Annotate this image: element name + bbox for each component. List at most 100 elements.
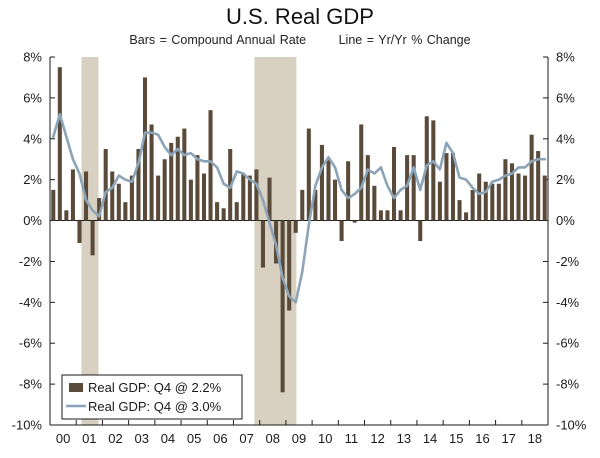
x-tick-label: 03 [135,431,149,446]
recession-band-1 [81,57,99,425]
bar [182,128,187,221]
x-tick-label: 11 [345,431,359,446]
x-tick-label: 17 [501,431,515,446]
y-tick-label-left: 0% [23,213,42,228]
subtitle-line: Line = Yr/Yr % Change [338,33,471,47]
bar [51,189,56,221]
yoy-change-line [51,112,547,304]
bar [503,159,508,221]
bar [333,179,338,221]
x-tick-label: 16 [475,431,489,446]
y-tick-label-right: -2% [556,254,580,269]
bar-series [51,67,547,393]
x-tick-label: 04 [161,431,175,446]
chart-title: U.S. Real GDP [226,4,374,29]
y-tick-label-right: 4% [556,131,575,146]
bar [208,110,213,221]
bar [411,155,416,221]
bar [97,198,102,221]
x-tick-label: 08 [266,431,280,446]
y-tick-label-left: -6% [19,336,43,351]
bar [542,175,547,221]
x-tick-label: 05 [187,431,201,446]
y-tick-label-right: 6% [556,90,575,105]
bar [444,153,449,221]
bar [509,163,514,221]
bar [188,179,193,221]
bar [359,124,364,221]
bar [470,189,475,221]
legend-bar-label: Real GDP: Q4 @ 2.2% [88,380,222,395]
legend-line-label: Real GDP: Q4 @ 3.0% [88,399,222,414]
bar [156,175,161,221]
bar [260,220,265,268]
bar [378,210,383,221]
x-tick-label: 02 [108,431,122,446]
bar [169,142,174,221]
bar [457,200,462,221]
chart-subtitle: Bars = Compound Annual Rate Line = Yr/Yr… [0,33,600,47]
legend: Real GDP: Q4 @ 2.2% Real GDP: Q4 @ 3.0% [61,374,243,420]
bar [129,175,134,221]
x-tick-label: 06 [213,431,227,446]
bar [64,210,69,221]
y-tick-label-right: -8% [556,377,580,392]
bar [254,169,259,221]
y-tick-label-left: -2% [19,254,43,269]
axes [49,56,549,426]
bar [483,181,488,221]
bar [175,136,180,221]
x-tick-label: 14 [423,431,437,446]
bar [516,173,521,221]
x-tick-label: 07 [239,431,253,446]
x-tick-label: 09 [292,431,306,446]
x-tick-label: 00 [56,431,70,446]
bar [57,67,62,221]
y-tick-label-left: -10% [12,418,43,433]
bar [215,202,220,221]
bar [536,151,541,221]
subtitle-bars: Bars = Compound Annual Rate [129,33,307,47]
bar [195,155,200,221]
bar [496,183,501,221]
bar [201,173,207,221]
x-tick-label: 01 [82,431,96,446]
bar [385,210,390,221]
bar [267,177,272,221]
bar [70,169,75,221]
bar [162,159,167,221]
bar [431,120,436,221]
bar [142,77,148,221]
bar [149,124,154,221]
y-tick-label-left: 8% [23,50,42,65]
y-tick-label-right: -6% [556,336,580,351]
bar [300,189,305,221]
bar [437,181,442,221]
bar [450,153,456,221]
bar [234,202,239,221]
bar [326,159,331,221]
bar [110,171,115,221]
tick-labels: -10% -10% -8% -8% -6% -6% -4% -4% -2% -2% 0% 0% 2% 2%… [12,50,587,447]
legend-bar-swatch [69,383,83,392]
bar [90,220,95,256]
x-tick-label: 18 [528,431,542,446]
x-tick-label: 13 [397,431,411,446]
bar [293,220,298,233]
x-tick-label: 12 [370,431,384,446]
x-tick-label: 15 [449,431,463,446]
line-series [51,112,547,304]
bar [287,220,292,311]
bar [523,175,528,221]
bar [405,155,410,221]
y-tick-label-left: 6% [23,90,42,105]
y-tick-label-right: 8% [556,50,575,65]
y-tick-label-left: 2% [23,172,42,187]
bar [221,208,226,221]
y-tick-label-left: -8% [19,377,43,392]
y-tick-label-right: -10% [556,418,587,433]
bar [398,210,403,221]
bar [339,220,344,241]
y-tick-label-left: -4% [19,295,43,310]
